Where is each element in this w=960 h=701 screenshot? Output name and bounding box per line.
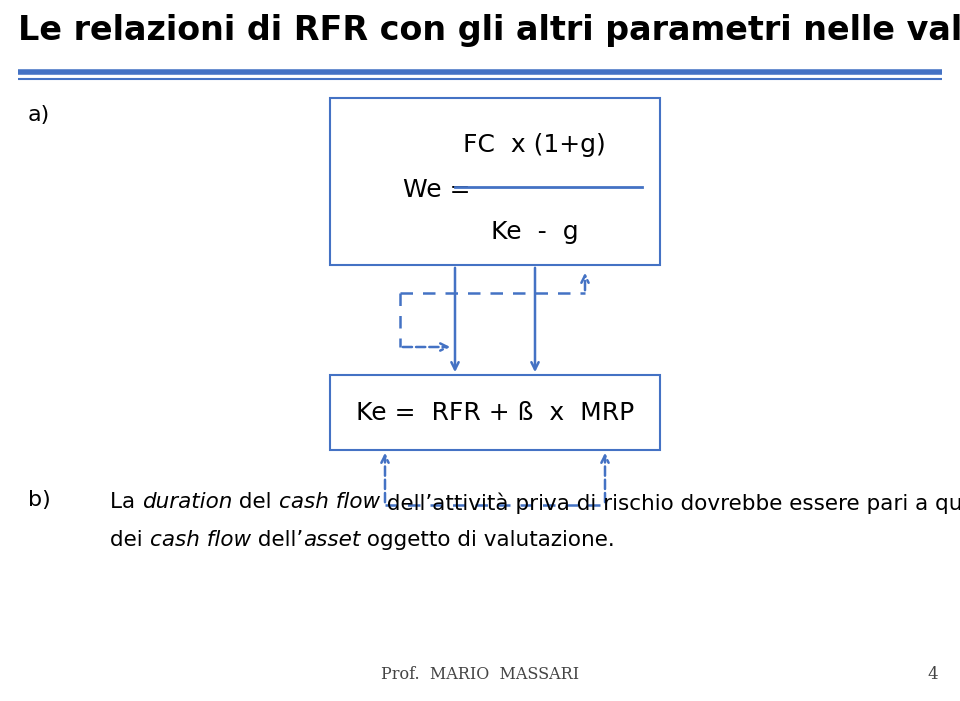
Text: oggetto di valutazione.: oggetto di valutazione. — [360, 530, 614, 550]
Bar — [330, 375, 660, 450]
Text: dell’: dell’ — [251, 530, 302, 550]
Text: cash flow: cash flow — [278, 492, 380, 512]
Text: cash flow: cash flow — [150, 530, 251, 550]
Text: Le relazioni di RFR con gli altri parametri nelle valutazioni: Le relazioni di RFR con gli altri parame… — [18, 14, 960, 47]
Text: dell’attività priva di rischio dovrebbe essere pari a quella: dell’attività priva di rischio dovrebbe … — [380, 492, 960, 514]
Text: We =: We = — [402, 178, 478, 202]
Text: duration: duration — [142, 492, 232, 512]
Text: Prof.  MARIO  MASSARI: Prof. MARIO MASSARI — [381, 666, 579, 683]
Text: a): a) — [28, 105, 50, 125]
Text: Ke  -  g: Ke - g — [491, 219, 579, 244]
Text: 4: 4 — [927, 666, 938, 683]
Text: dei: dei — [110, 530, 150, 550]
Text: La: La — [110, 492, 142, 512]
Text: del: del — [232, 492, 278, 512]
Text: b): b) — [28, 490, 51, 510]
Text: FC  x (1+g): FC x (1+g) — [464, 132, 606, 157]
Text: asset: asset — [302, 530, 360, 550]
Bar — [330, 98, 660, 265]
Text: Ke =  RFR + ß  x  MRP: Ke = RFR + ß x MRP — [356, 400, 635, 425]
